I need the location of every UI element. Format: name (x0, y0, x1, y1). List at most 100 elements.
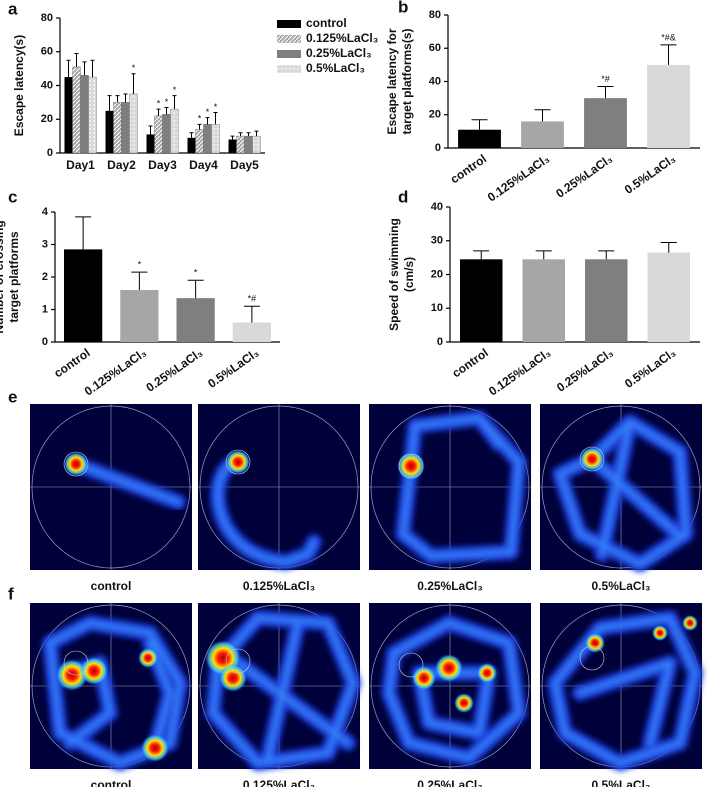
panel-label: b (398, 0, 408, 16)
error-bar (534, 109, 551, 122)
hot-spot (652, 625, 668, 641)
bar (252, 135, 261, 154)
error-bar (660, 241, 677, 253)
platform (63, 650, 89, 676)
y-tick-label: 60 (41, 46, 53, 58)
error-bar (66, 59, 71, 78)
track (557, 419, 689, 567)
legend-label: control (306, 16, 347, 30)
y-axis-label: Escape latency(s) (12, 35, 26, 136)
error-bar (230, 135, 235, 140)
bar (120, 290, 159, 342)
y-tick-label: 30 (431, 235, 443, 247)
bar (458, 129, 501, 148)
hot-spot (585, 633, 605, 653)
error-bar (473, 250, 490, 260)
significance: * (214, 102, 218, 112)
bar (170, 108, 179, 154)
bar (211, 124, 220, 154)
error-bar (123, 93, 128, 103)
platform (225, 648, 251, 674)
error-bar (243, 305, 260, 323)
panel-label: a (8, 0, 18, 18)
platform (398, 453, 424, 479)
bar (203, 124, 212, 154)
heatmap-panel (369, 404, 531, 570)
y-tick-label: 40 (431, 201, 443, 213)
heatmap-panel (198, 603, 361, 771)
hot-spot (682, 615, 698, 631)
error-bar (189, 132, 194, 138)
heatmap-caption: 0.25%LaCl₃ (417, 778, 483, 787)
hot-spot (56, 659, 88, 691)
y-tick-label: 80 (429, 9, 441, 21)
y-tick-label: 1 (42, 303, 48, 315)
bar (129, 93, 138, 154)
error-bar (90, 59, 95, 78)
hot-spot (226, 450, 250, 474)
error-bar (246, 132, 251, 137)
y-tick-label: 40 (41, 79, 53, 91)
x-tick-label: 0.5%LaCl₃ (205, 346, 261, 391)
y-tick-label: 0 (47, 147, 53, 159)
panel-label: c (8, 187, 17, 206)
significance: *# (248, 294, 257, 304)
x-tick-label: Day1 (66, 158, 95, 172)
bar (105, 110, 114, 153)
bar (72, 66, 81, 154)
legend-label: 0.25%LaCl₃ (306, 46, 372, 60)
platform (579, 645, 605, 671)
error-bar (75, 216, 92, 250)
y-tick-label: 0 (437, 336, 443, 348)
significance: * (157, 99, 161, 109)
hot-spot (580, 447, 604, 471)
bar (228, 139, 237, 153)
legend-swatch (277, 35, 301, 43)
y-tick-label: 60 (429, 42, 441, 54)
bar (232, 322, 271, 342)
significance: * (194, 268, 198, 278)
legend-label: 0.5%LaCl₃ (306, 61, 365, 75)
bar (585, 259, 628, 342)
platform (579, 446, 605, 472)
heatmap-caption: control (91, 778, 132, 787)
y-tick-label: 40 (429, 75, 441, 87)
bar (162, 113, 171, 154)
bar (460, 259, 503, 342)
x-tick-label: Day3 (148, 158, 177, 172)
error-bar (254, 130, 259, 137)
hot-spot (219, 664, 247, 692)
hot-spot (454, 693, 474, 713)
heatmap-caption: 0.125%LaCl₃ (243, 778, 315, 787)
y-axis-label: target platforms (7, 231, 21, 323)
bar (176, 298, 215, 342)
heatmap-panel (198, 404, 360, 570)
x-tick-label: 0.25%LaCl₃ (554, 346, 616, 395)
quadrant-lines (30, 404, 192, 570)
track (73, 461, 181, 505)
error-bar (205, 117, 210, 125)
error-bar (115, 95, 120, 103)
bar (88, 76, 97, 154)
heatmap-panel (30, 404, 192, 570)
significance: * (165, 97, 169, 107)
error-bar (131, 271, 148, 290)
y-tick-label: 20 (41, 113, 53, 125)
error-bar (82, 61, 87, 76)
bar (647, 64, 690, 148)
y-tick-label: 4 (42, 206, 49, 218)
error-bar (131, 73, 136, 94)
error-bar (107, 95, 112, 111)
significance: * (198, 114, 202, 124)
y-tick-label: 2 (42, 271, 48, 283)
bar (146, 134, 155, 153)
significance: *# (601, 74, 610, 84)
hot-spot (435, 654, 463, 682)
panel-label: d (398, 187, 408, 206)
x-tick-label: Day4 (189, 158, 218, 172)
x-tick-label: 0.125%LaCl₃ (82, 346, 149, 399)
x-tick-label: 0.5%LaCl₃ (622, 346, 678, 391)
error-bar (238, 132, 243, 137)
y-tick-label: 20 (429, 109, 441, 121)
x-tick-label: 0.25%LaCl₃ (553, 152, 615, 201)
